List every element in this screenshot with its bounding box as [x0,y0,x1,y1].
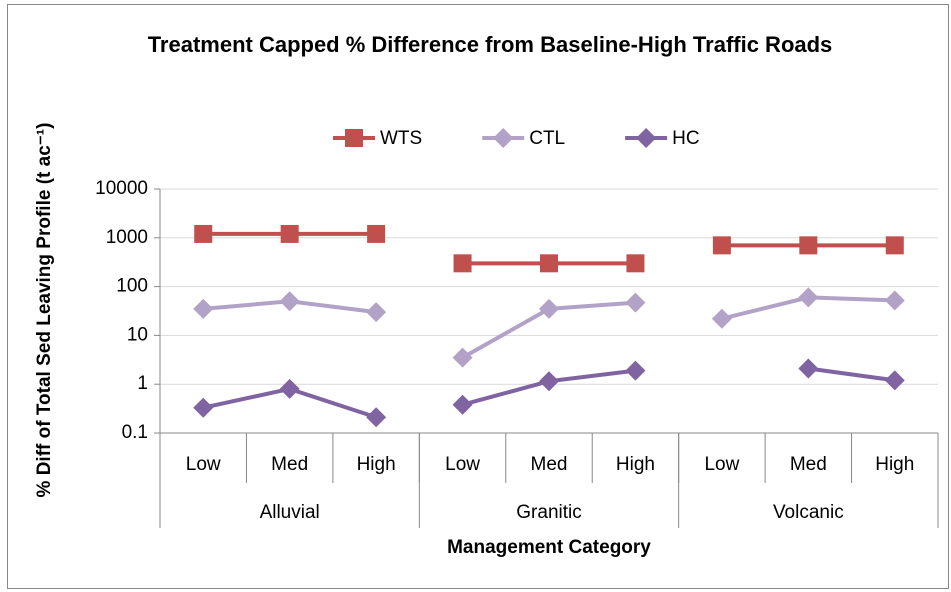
series-line [808,366,896,383]
y-tick-label: 10 [127,324,148,345]
y-tick-label: 0.1 [122,422,148,443]
y-tick-label: 10000 [95,178,148,199]
x-tick-label: High [616,454,655,475]
legend-label: WTS [380,128,422,149]
legend-label: HC [672,128,699,149]
x-tick-label: Med [531,454,568,475]
marker [625,292,646,313]
marker [539,371,559,392]
x-tick-label: High [357,454,396,475]
marker [366,407,387,428]
x-tick-label: Low [445,454,480,475]
marker [711,308,732,329]
marker [194,224,213,243]
marker [279,291,300,312]
x-axis-title: Management Category [447,537,651,558]
marker [799,236,818,255]
marker [193,397,214,418]
x-tick-label: Med [271,454,308,475]
marker [452,347,473,368]
marker [280,224,299,243]
marker [493,128,514,148]
marker [712,236,731,255]
y-tick-label: 1000 [106,227,148,248]
marker [367,224,386,243]
marker [453,254,472,273]
marker [636,128,657,148]
chart-title: Treatment Capped % Difference from Basel… [147,32,833,57]
x-tick-label: High [875,454,914,475]
marker [798,287,819,308]
x-tick-label: Low [186,454,221,475]
marker [884,290,905,311]
x-tick-label: Low [704,454,739,475]
group-label: Alluvial [260,502,320,523]
marker [626,254,645,273]
y-axis-title: % Diff of Total Sed Leaving Profile (t a… [34,123,55,498]
marker [540,254,558,273]
marker [452,394,473,415]
y-tick-label: 100 [116,276,148,297]
group-label: Granitic [516,502,581,523]
marker [193,298,214,319]
marker [885,236,904,255]
marker [798,358,819,379]
chart-border [7,4,949,589]
y-tick-label: 1 [137,373,148,394]
legend-label: CTL [529,128,565,149]
marker [345,129,363,147]
marker [539,298,559,319]
marker [366,302,387,323]
marker [279,378,300,399]
x-tick-label: Med [790,454,827,475]
group-label: Volcanic [773,502,844,523]
marker [884,370,905,391]
marker [625,360,646,381]
